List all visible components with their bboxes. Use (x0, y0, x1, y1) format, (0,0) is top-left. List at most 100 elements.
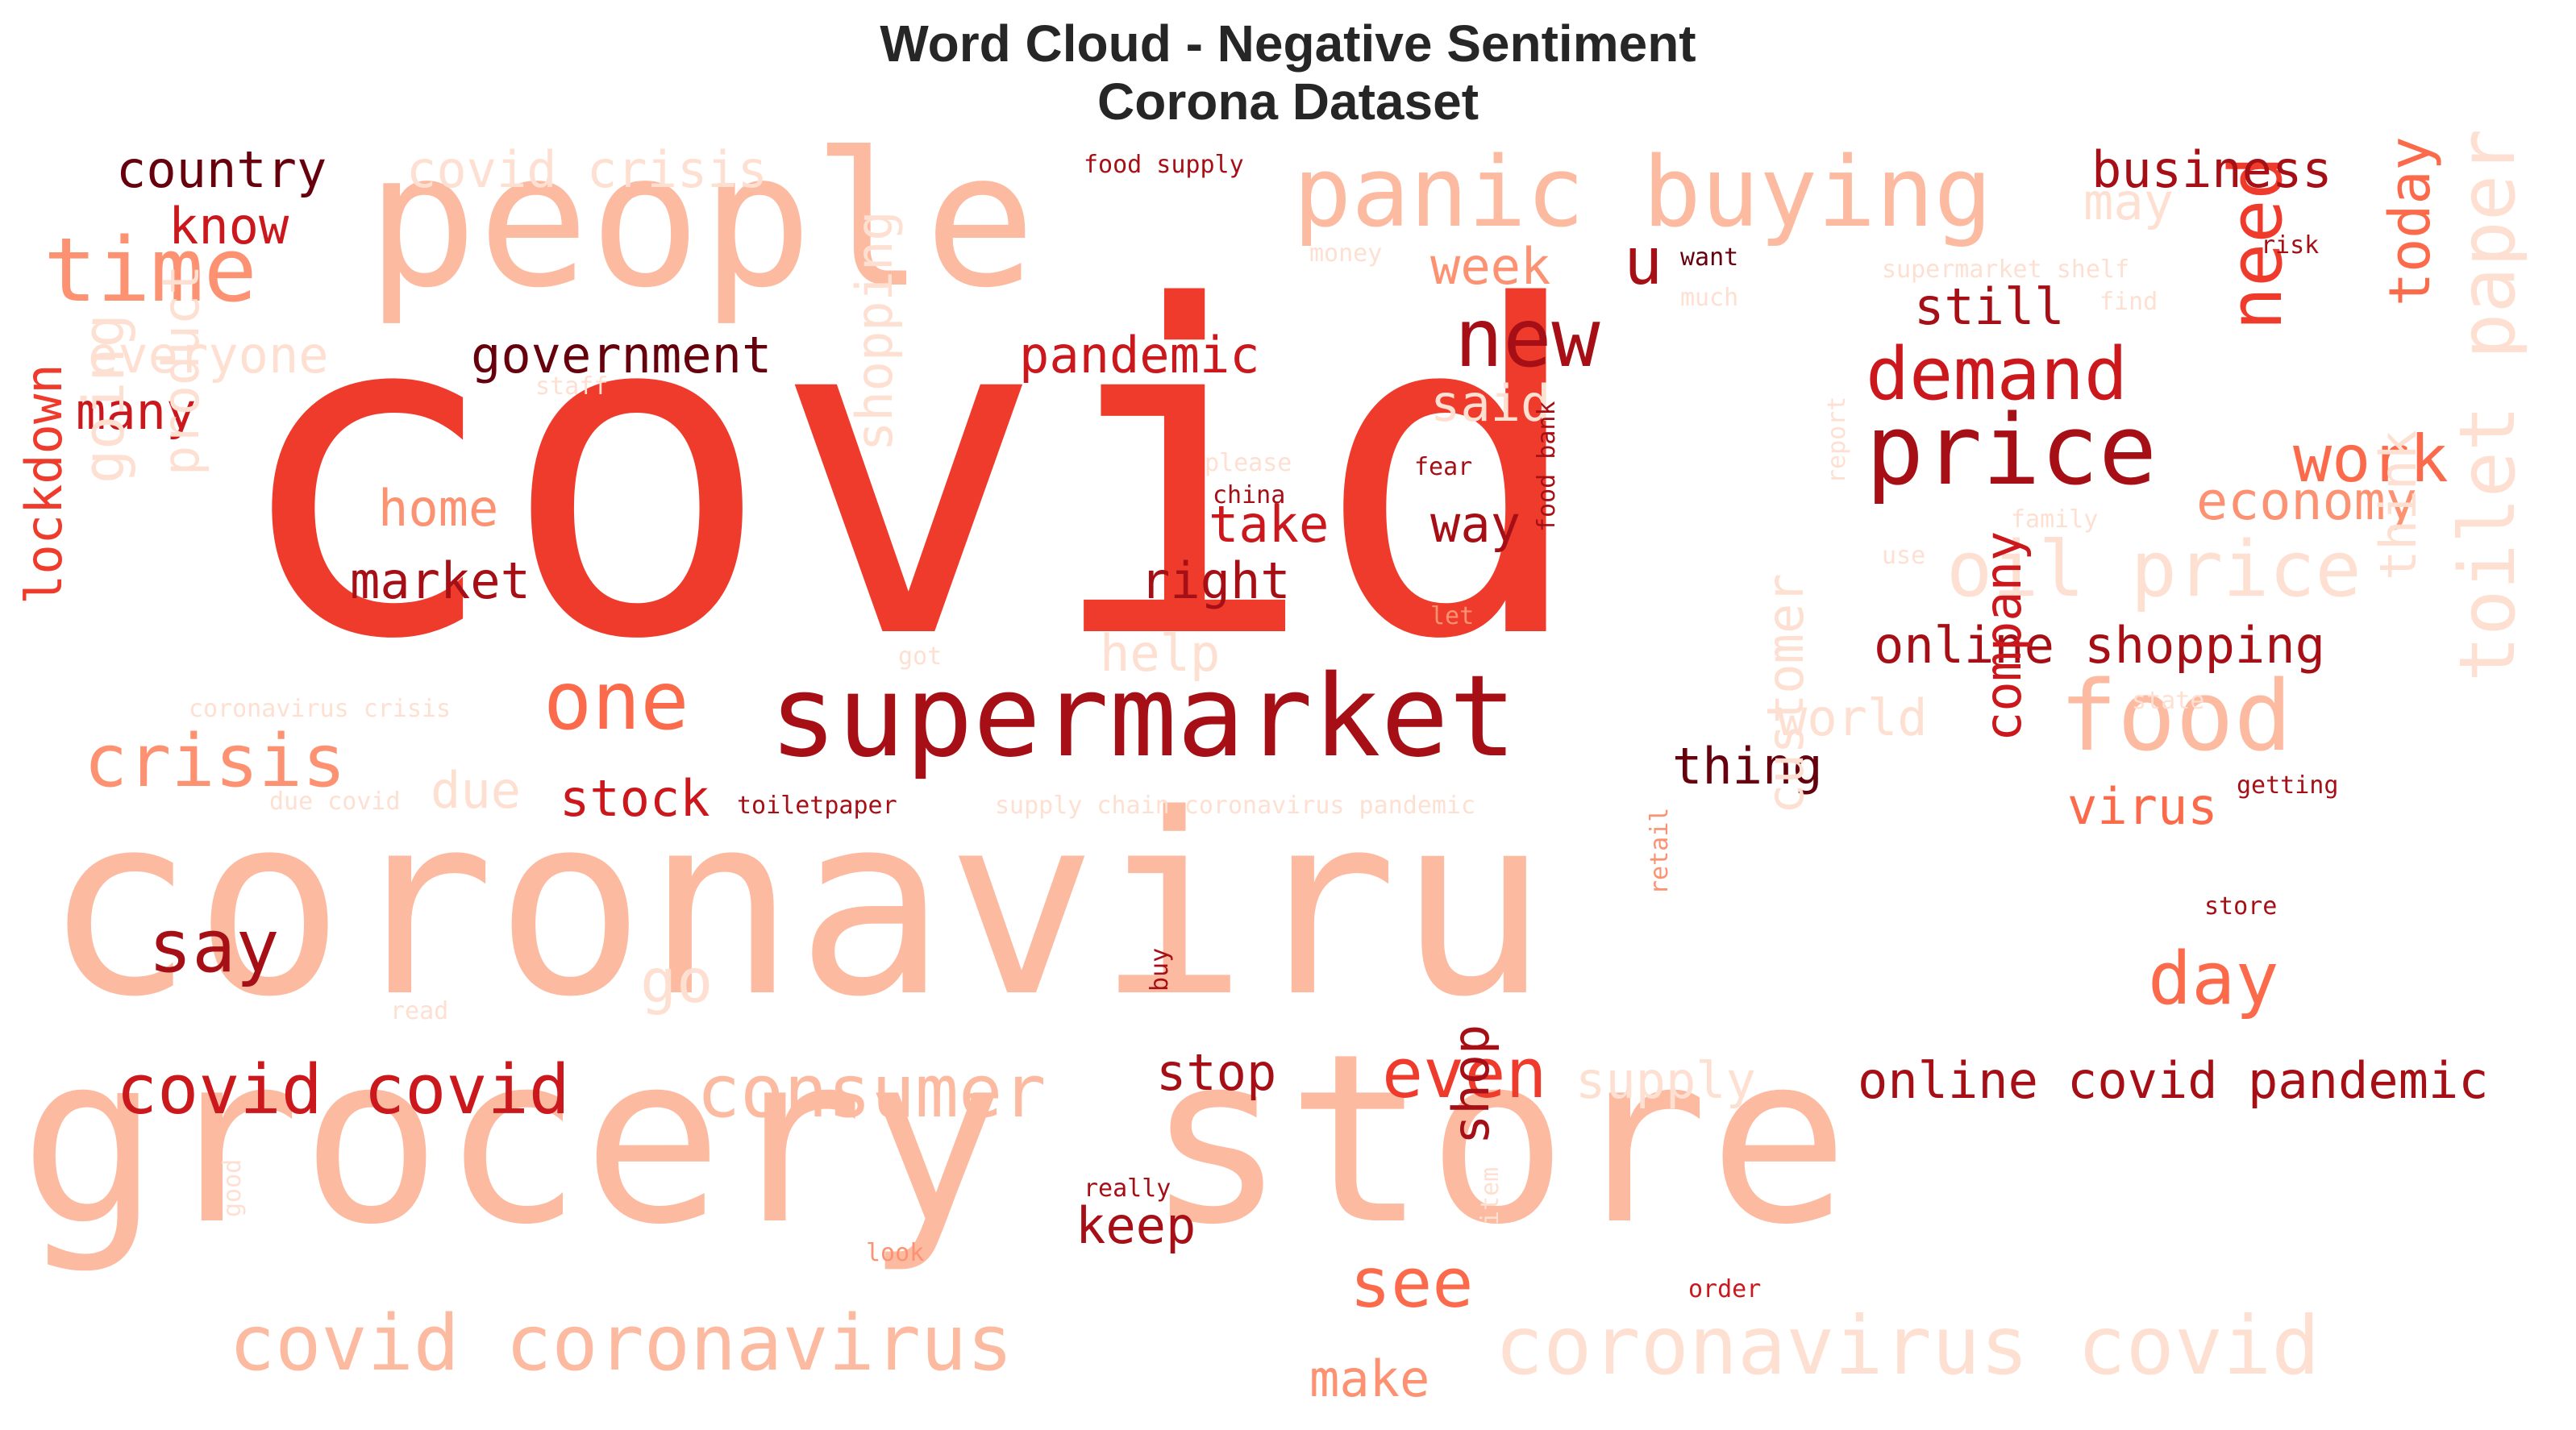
word-staff: staff (535, 372, 609, 401)
word-business: business (2091, 140, 2333, 199)
word-got: got (898, 642, 943, 671)
word-market: market (350, 551, 531, 610)
word-report: report (1823, 396, 1851, 484)
word-supermarket-shelf: supermarket shelf (1882, 256, 2130, 284)
word-time: time (44, 218, 257, 322)
word-supply-chain-coronavirus-pandemic: supply chain coronavirus pandemic (995, 792, 1476, 820)
word-covid-coronavirus: covid coronavirus (229, 1299, 1013, 1388)
word-money: money (1309, 239, 1383, 268)
word-customer: customer (1756, 573, 1815, 814)
word-even: even (1382, 1034, 1547, 1114)
word-grocery-store: grocery store (19, 1004, 1850, 1276)
word-company: company (1974, 530, 2033, 742)
word-getting: getting (2237, 771, 2339, 800)
word-world: world (1777, 688, 1928, 747)
word-food-bank: food bank (1533, 401, 1561, 532)
word-item: item (1476, 1166, 1504, 1225)
word-toiletpaper: toiletpaper (737, 792, 897, 820)
word-work: work (2293, 422, 2449, 497)
word-supermarket: supermarket (769, 651, 1517, 783)
word-use: use (1882, 542, 1926, 570)
word-everyone: everyone (88, 326, 329, 385)
word-find: find (2100, 288, 2158, 316)
word-good: good (218, 1158, 247, 1217)
word-virus: virus (2067, 777, 2218, 836)
word-u: u (1624, 224, 1663, 299)
chart-title: Word Cloud - Negative Sentiment (880, 15, 1696, 73)
word-panic-buying: panic buying (1293, 137, 1992, 249)
word-stock: stock (560, 769, 710, 828)
word-may: may (2083, 173, 2174, 231)
word-shop: shop (1442, 1024, 1500, 1145)
word-week: week (1430, 237, 1551, 296)
word-right: right (1140, 551, 1291, 610)
word-go: go (640, 946, 714, 1016)
word-supply: supply (1575, 1051, 1756, 1110)
word-online: online (1858, 1051, 2038, 1110)
word-thing: thing (1672, 737, 1823, 796)
word-online-shopping: online shopping (1874, 616, 2325, 675)
word-store: store (2204, 892, 2278, 921)
word-crisis: crisis (84, 719, 347, 804)
word-day: day (2148, 937, 2279, 1021)
word-shopping: shopping (845, 210, 904, 451)
word-home: home (378, 479, 499, 538)
word-see: see (1350, 1244, 1474, 1324)
word-really: really (1084, 1174, 1171, 1203)
word-going: going (71, 314, 137, 484)
word-said: said (1430, 374, 1551, 433)
word-china: china (1213, 481, 1286, 509)
word-covid-covid: covid covid (116, 1050, 570, 1130)
word-think: think (2369, 430, 2428, 580)
word-take: take (1209, 495, 1330, 554)
word-look: look (866, 1239, 925, 1267)
word-much: much (1680, 284, 1739, 312)
chart-subtitle: Corona Dataset (1097, 73, 1479, 131)
word-say: say (148, 904, 280, 989)
word-lockdown: lockdown (19, 364, 73, 605)
word-covid: covid (229, 213, 1588, 738)
word-keep: keep (1076, 1196, 1196, 1255)
word-country: country (116, 140, 327, 199)
word-coronavirus-covid: coronavirus covid (1495, 1299, 2320, 1393)
word-demand: demand (1866, 332, 2129, 417)
word-coronaviru: coronaviru (44, 761, 1549, 1052)
word-new: new (1454, 291, 1600, 385)
word-read: read (390, 997, 449, 1025)
word-fear: fear (1414, 453, 1473, 481)
word-risk: risk (2261, 231, 2320, 260)
word-retail: retail (1646, 807, 1674, 895)
word-due: due (431, 761, 521, 820)
word-food-supply: food supply (1084, 151, 1244, 179)
word-state: state (2132, 687, 2205, 715)
word-today: today (2377, 136, 2443, 306)
word-make: make (1309, 1349, 1430, 1408)
word-cloud: covid coronaviru grocery store people superm… (19, 129, 2527, 1411)
word-buy: buy (1146, 947, 1174, 991)
word-price: price (1866, 395, 2158, 507)
word-please: please (1205, 449, 1292, 477)
word-economy: economy (2196, 472, 2417, 532)
word-one: one (543, 654, 689, 748)
word-way: way (1430, 495, 1521, 554)
word-people: people (366, 129, 1036, 329)
word-due-covid: due covid (269, 788, 401, 816)
word-coronavirus-crisis: coronavirus crisis (189, 695, 452, 723)
word-family: family (2011, 505, 2099, 534)
word-order: order (1688, 1275, 1762, 1303)
word-help: help (1100, 624, 1221, 683)
word-many: many (76, 382, 197, 441)
word-want: want (1680, 243, 1739, 272)
word-government: government (471, 326, 772, 385)
word-food: food (2059, 661, 2292, 773)
word-know: know (169, 197, 289, 256)
word-pandemic: pandemic (1019, 326, 1260, 385)
word-consumer: consumer (697, 1050, 1047, 1134)
word-covid-crisis: covid crisis (406, 140, 768, 199)
word-let: let (1430, 602, 1475, 630)
word-toilet-paper: toilet paper (2444, 129, 2527, 683)
word-oil-price: oil price (1946, 526, 2362, 614)
word-still: still (1914, 277, 2065, 336)
word-product: product (152, 264, 210, 476)
